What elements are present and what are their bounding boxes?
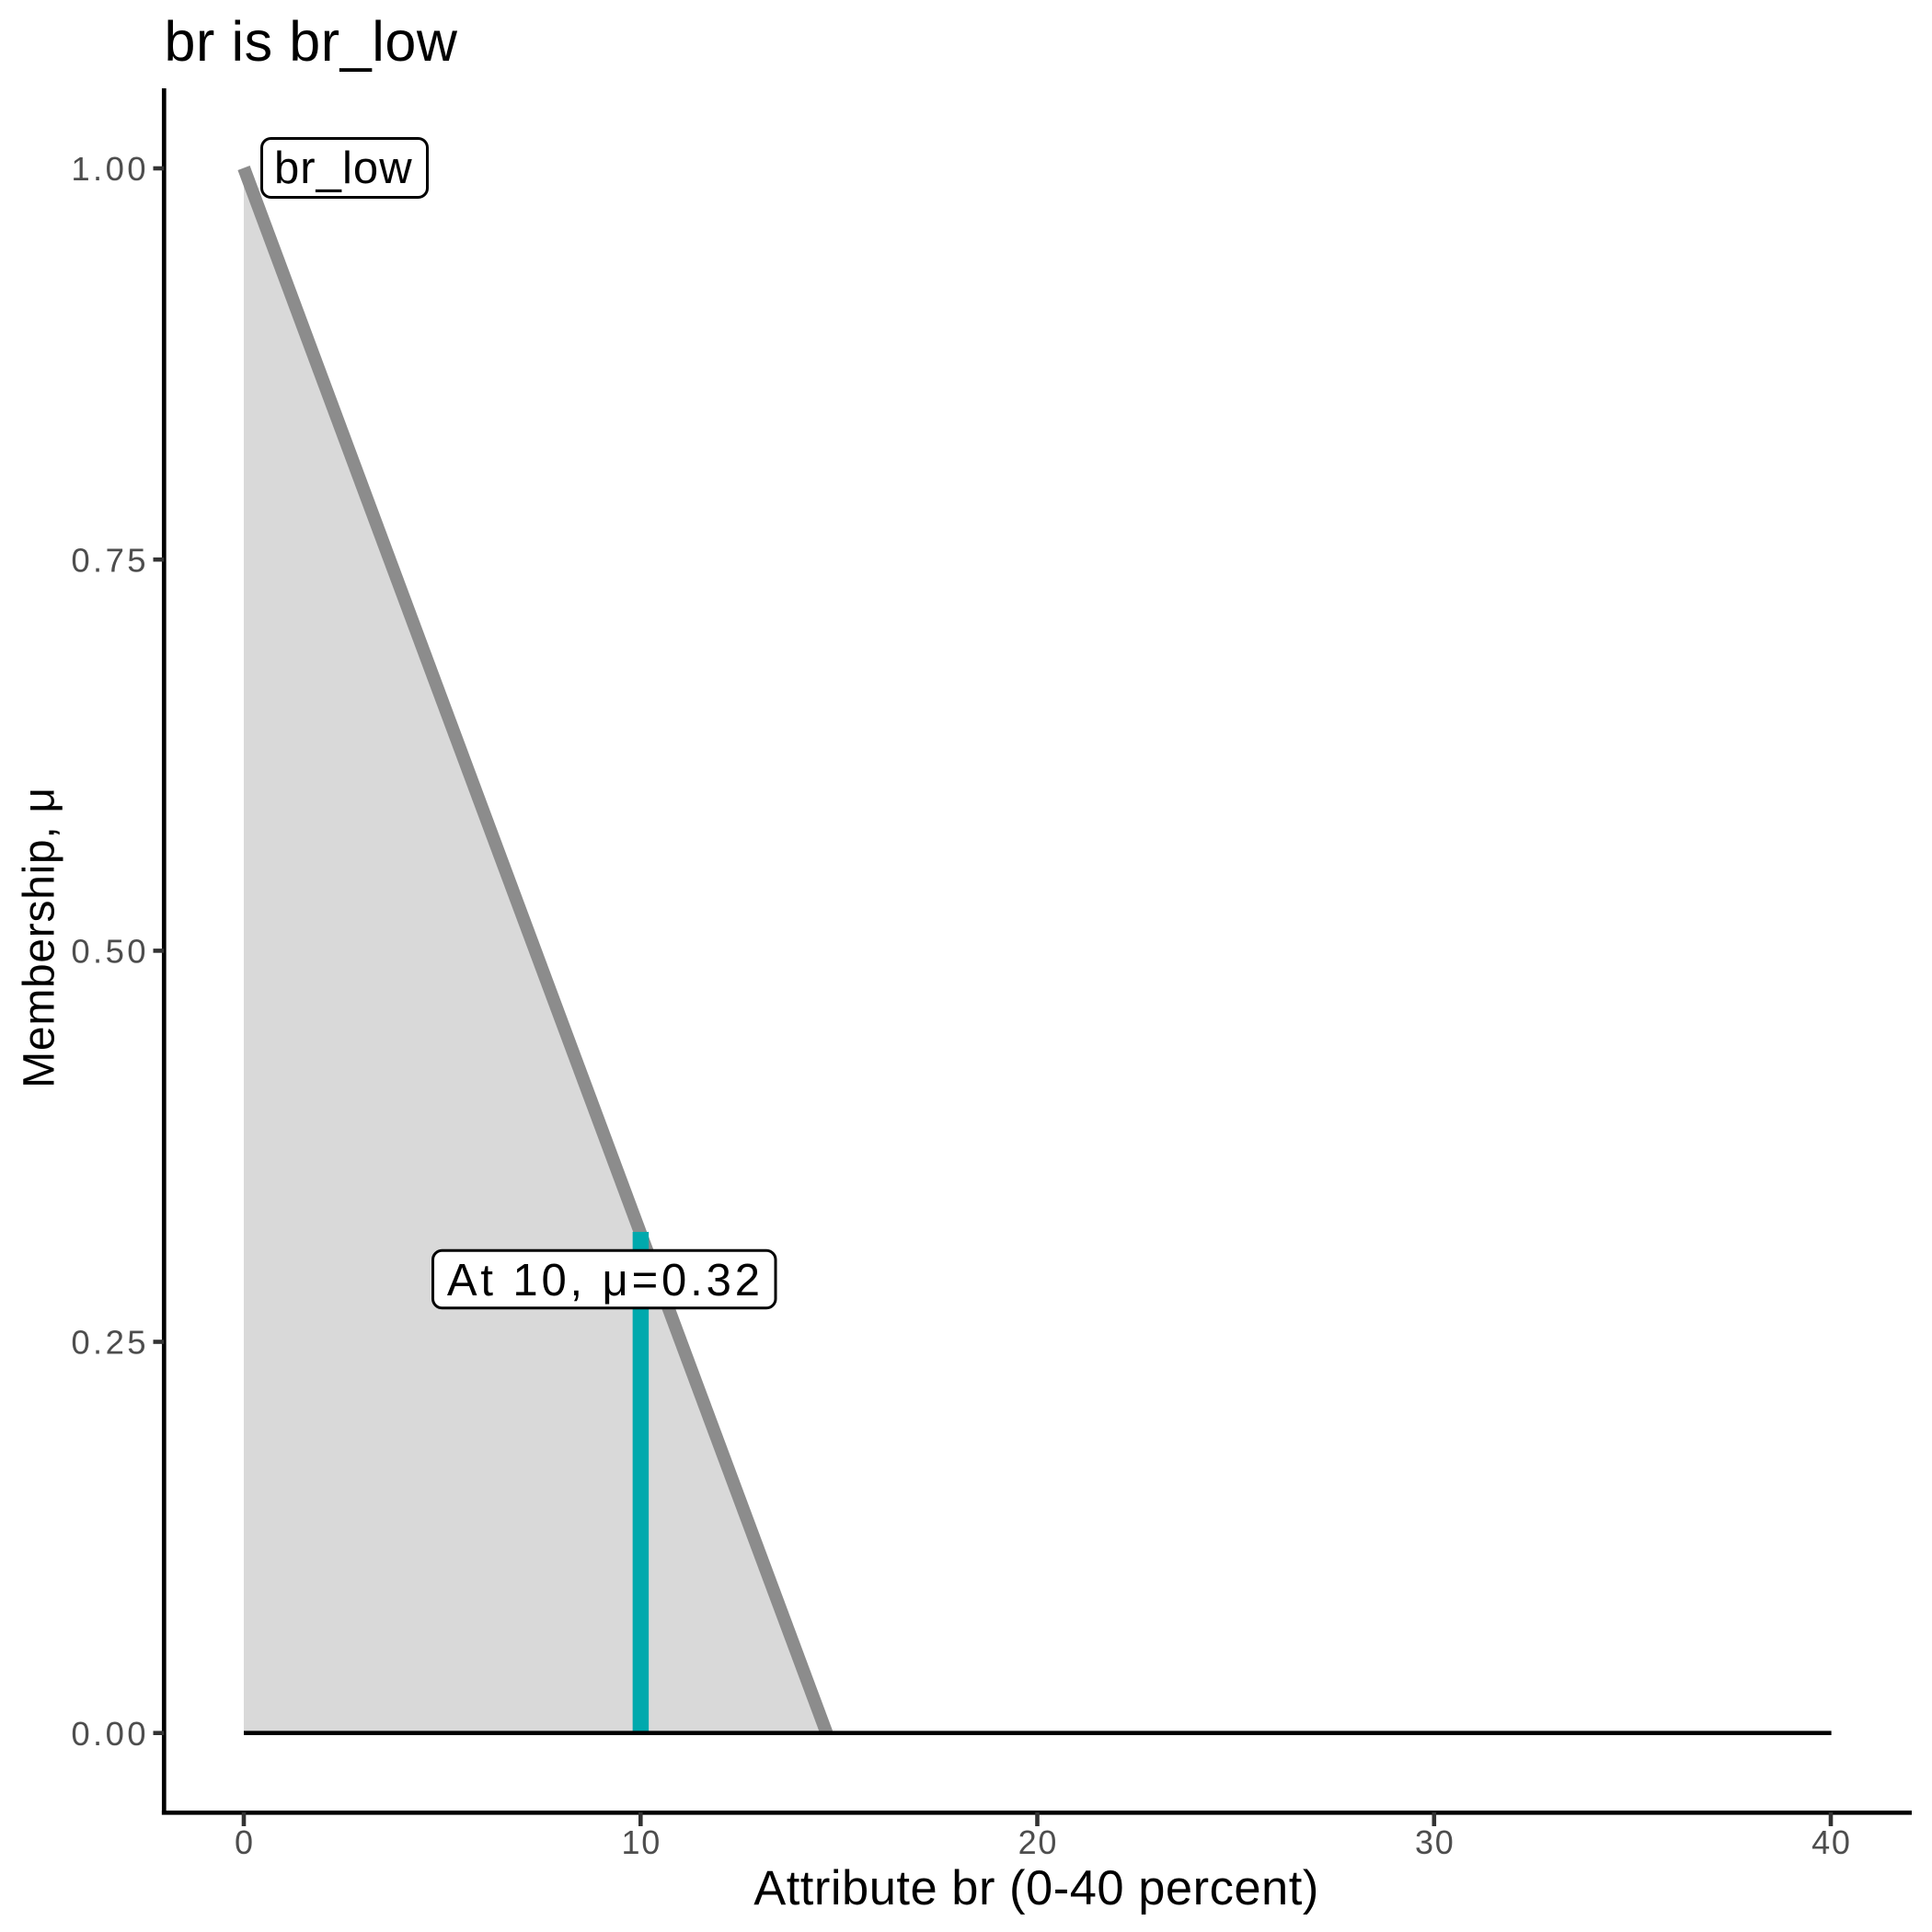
- svg-text:30: 30: [1415, 1823, 1455, 1861]
- svg-text:0.00: 0.00: [71, 1715, 149, 1753]
- svg-text:Attribute br (0-40 percent): Attribute br (0-40 percent): [753, 1861, 1319, 1915]
- svg-text:0: 0: [235, 1823, 255, 1861]
- svg-text:1.00: 1.00: [71, 150, 149, 188]
- svg-text:br is br_low: br is br_low: [165, 10, 458, 73]
- svg-text:At 10, μ=0.32: At 10, μ=0.32: [447, 1256, 764, 1305]
- svg-text:10: 10: [621, 1823, 661, 1861]
- svg-text:0.25: 0.25: [71, 1324, 149, 1362]
- svg-text:20: 20: [1018, 1823, 1058, 1861]
- svg-text:Membership, μ: Membership, μ: [16, 787, 64, 1088]
- svg-text:0.75: 0.75: [71, 541, 149, 579]
- svg-text:40: 40: [1811, 1823, 1851, 1861]
- svg-text:br_low: br_low: [274, 144, 413, 193]
- svg-text:0.50: 0.50: [71, 933, 149, 971]
